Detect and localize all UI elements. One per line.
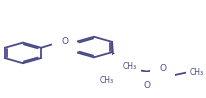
Text: CH₃: CH₃	[123, 62, 137, 71]
Text: N: N	[123, 64, 131, 74]
Text: O: O	[159, 64, 166, 73]
Text: CH₃: CH₃	[100, 76, 114, 85]
Text: O: O	[61, 37, 68, 46]
Text: CH₃: CH₃	[190, 68, 204, 77]
Text: O: O	[143, 81, 150, 90]
